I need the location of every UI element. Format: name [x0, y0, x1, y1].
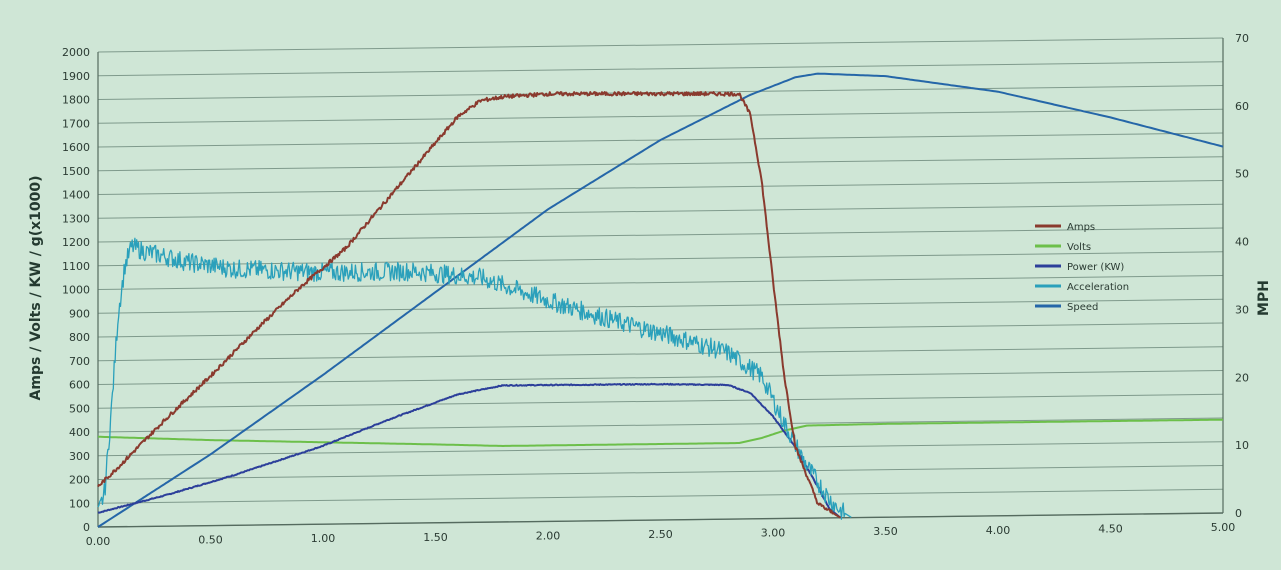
gridline: [97, 203, 1224, 219]
gridline: [97, 251, 1224, 267]
gridline: [97, 275, 1224, 290]
y2-tick-label: 20: [1235, 371, 1249, 384]
series-line-acceleration: [97, 237, 852, 520]
y-axis-label: Amps / Volts / KW / g(x1000): [28, 176, 44, 401]
y2-axis-label: MPH: [1256, 280, 1272, 316]
y-tick-label: 800: [69, 331, 90, 344]
y-tick-label: 1800: [62, 94, 90, 107]
y-tick-label: 700: [69, 355, 90, 368]
x-tick-label: 0.50: [198, 534, 223, 547]
y-tick-label: 500: [69, 402, 90, 415]
series-line-speed: [97, 72, 1224, 528]
y-tick-label: 1900: [62, 70, 90, 83]
gridline: [97, 37, 1224, 53]
gridline: [97, 393, 1224, 409]
gridline: [97, 488, 1224, 504]
y-tick-label: 1000: [62, 284, 90, 297]
gridline: [97, 465, 1224, 480]
y-tick-label: 1500: [62, 165, 90, 178]
legend-label: Speed: [1067, 302, 1098, 313]
gridline: [97, 346, 1224, 362]
y2-tick-label: 70: [1235, 32, 1249, 45]
x-tick-label: 4.50: [1098, 522, 1123, 535]
y-tick-label: 2000: [62, 46, 90, 59]
legend-label: Amps: [1067, 222, 1095, 233]
y-tick-label: 0: [83, 521, 90, 534]
y2-tick-label: 30: [1235, 303, 1249, 316]
series-line-power-kw: [97, 382, 842, 519]
y-tick-label: 1300: [62, 212, 90, 225]
x-tick-label: 2.50: [648, 528, 673, 541]
legend: Amps Volts Power (KW) Acceleration Speed: [1035, 222, 1129, 313]
legend-label: Volts: [1067, 242, 1091, 253]
y-tick-label: 1100: [62, 260, 90, 273]
x-tick-label: 3.00: [761, 527, 786, 540]
series-line-amps: [97, 91, 842, 519]
gridline: [97, 61, 1224, 77]
x-tick-label: 0.00: [86, 535, 111, 548]
gridlines: [97, 37, 1224, 528]
y-tick-label: 1400: [62, 189, 90, 202]
gridline: [97, 370, 1224, 385]
gridline: [97, 227, 1224, 243]
y-tick-label: 300: [69, 450, 90, 463]
gridline: [97, 180, 1224, 195]
y-tick-label: 1600: [62, 141, 90, 154]
x-tick-label: 4.00: [986, 524, 1011, 537]
y2-tick-label: 60: [1235, 100, 1249, 113]
y2-tick-label: 10: [1235, 439, 1249, 452]
y-tick-label: 200: [69, 474, 90, 487]
y2-tick-label: 40: [1235, 236, 1249, 249]
y-tick-label: 1200: [62, 236, 90, 249]
x-tick-label: 1.00: [311, 532, 336, 545]
gridline: [97, 108, 1224, 124]
x-axis-line: [97, 512, 1224, 528]
gridline: [97, 156, 1224, 172]
y2-tick-label: 50: [1235, 168, 1249, 181]
y-tick-label: 600: [69, 379, 90, 392]
gridline: [97, 441, 1224, 457]
x-tick-label: 1.50: [423, 531, 448, 544]
y-tick-label: 100: [69, 497, 90, 510]
y-tick-label: 1700: [62, 117, 90, 130]
y-tick-label: 900: [69, 307, 90, 320]
y-tick-label: 400: [69, 426, 90, 439]
x-tick-label: 3.50: [873, 525, 898, 538]
axes: 0100200300400500600700800900100011001200…: [62, 32, 1249, 548]
gridline: [97, 298, 1224, 314]
series-lines: [97, 72, 1224, 528]
legend-label: Power (KW): [1067, 262, 1124, 273]
legend-label: Acceleration: [1067, 282, 1129, 293]
x-tick-label: 2.00: [536, 529, 561, 542]
y2-tick-label: 0: [1235, 507, 1242, 520]
series-line-volts: [98, 418, 1223, 447]
gridline: [97, 417, 1224, 433]
x-tick-label: 5.00: [1211, 521, 1236, 534]
